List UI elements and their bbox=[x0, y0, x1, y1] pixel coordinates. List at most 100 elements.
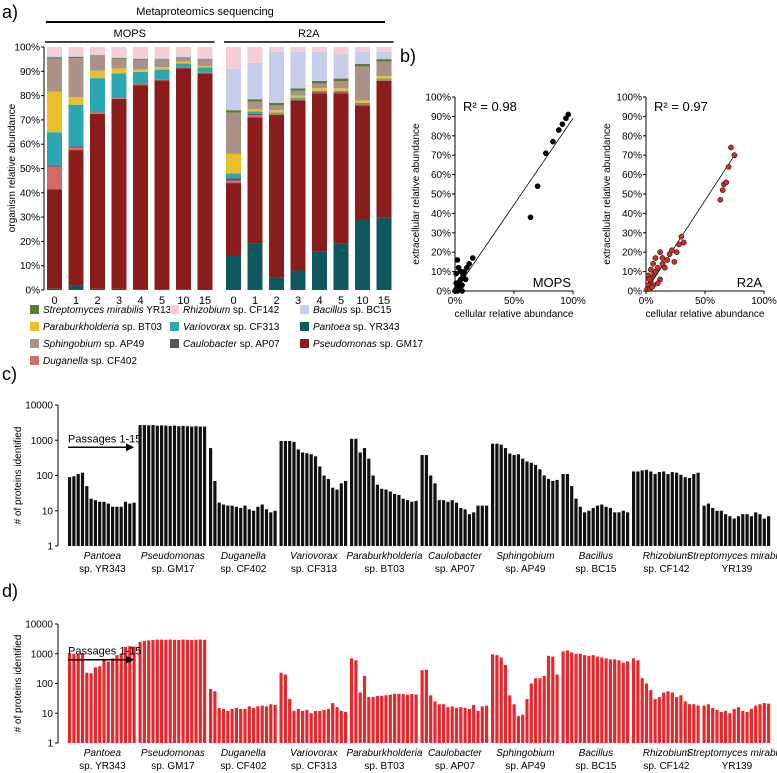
protein-count-bar bbox=[72, 653, 76, 743]
y-tick-label: 80% bbox=[431, 131, 451, 142]
protein-count-bar bbox=[168, 639, 172, 743]
stack-segment-streptomyces bbox=[226, 110, 241, 113]
stack-segment-paraburkholderia bbox=[133, 69, 148, 72]
protein-count-bar bbox=[142, 425, 146, 546]
group-genus-label: Variovorax bbox=[290, 748, 338, 759]
stack-segment-pseudomonas bbox=[312, 93, 327, 252]
protein-count-bar bbox=[644, 683, 649, 743]
data-point bbox=[534, 183, 541, 190]
protein-count-bar bbox=[433, 701, 437, 743]
protein-count-bar bbox=[446, 707, 450, 743]
protein-count-bar bbox=[283, 674, 287, 743]
protein-count-bar bbox=[679, 474, 683, 546]
protein-count-bar bbox=[758, 514, 762, 546]
x-tick-label: 2 bbox=[94, 295, 100, 307]
stack-segment-rhizobium bbox=[312, 47, 327, 52]
stack-segment-pantoea bbox=[333, 243, 349, 290]
protein-count-bar bbox=[706, 704, 710, 743]
stack-segment-sphingobium bbox=[68, 58, 84, 98]
protein-count-bar bbox=[696, 472, 700, 546]
regression-line bbox=[645, 154, 735, 292]
protein-count-bar bbox=[591, 507, 595, 546]
protein-count-bar bbox=[736, 516, 741, 546]
protein-count-bar bbox=[741, 514, 745, 546]
protein-count-bar bbox=[608, 507, 612, 546]
stack-segment-rhizobium bbox=[376, 47, 392, 52]
stack-segment-variovorax bbox=[269, 112, 284, 114]
stack-segment-streptomyces bbox=[269, 102, 284, 106]
stack-segment-duganella bbox=[47, 166, 62, 190]
protein-count-bar bbox=[264, 509, 269, 546]
protein-count-bar bbox=[587, 655, 591, 743]
legend-strain: sp. YR343 bbox=[350, 322, 400, 333]
stack-segment-duganella bbox=[355, 104, 370, 106]
protein-count-bar bbox=[380, 696, 384, 743]
group-strain-label: sp. BT03 bbox=[364, 761, 404, 772]
protein-count-bar bbox=[454, 502, 459, 546]
group-label: R2A bbox=[298, 28, 320, 40]
protein-count-bar bbox=[459, 707, 463, 743]
stack-segment-caulobacter bbox=[47, 165, 62, 167]
stack-segment-pseudomonas bbox=[376, 81, 392, 218]
data-point bbox=[719, 187, 726, 193]
group-genus-label: Caulobacter bbox=[428, 748, 483, 759]
protein-count-bar bbox=[151, 425, 155, 546]
stack-segment-rhizobium bbox=[226, 47, 241, 69]
protein-count-bar bbox=[749, 708, 753, 743]
protein-count-bar bbox=[702, 705, 706, 743]
x-tick-label: 50% bbox=[504, 296, 524, 307]
protein-count-bar bbox=[354, 438, 358, 546]
stack-segment-duganella bbox=[247, 115, 263, 118]
data-point bbox=[671, 259, 678, 265]
group-genus-label: Bacillus bbox=[579, 748, 613, 759]
protein-count-bar bbox=[106, 661, 110, 743]
protein-count-bar bbox=[190, 639, 194, 743]
protein-count-bar bbox=[239, 507, 243, 546]
stack-segment-bacillus bbox=[290, 51, 306, 89]
protein-count-bar bbox=[279, 441, 283, 546]
stack-segment-pseudomonas bbox=[154, 80, 170, 290]
arrow-head-icon bbox=[126, 655, 134, 664]
stack-segment-streptomyces bbox=[68, 56, 84, 59]
protein-count-bar bbox=[247, 509, 251, 546]
protein-count-bar bbox=[384, 489, 388, 546]
y-tick-label: 60% bbox=[622, 170, 642, 181]
stack-segment-duganella bbox=[376, 80, 392, 82]
stack-segment-bacillus bbox=[176, 56, 191, 58]
y-tick-label: 100% bbox=[616, 93, 642, 104]
protein-count-bar bbox=[565, 474, 569, 546]
y-tick-label: 60% bbox=[20, 140, 40, 151]
legend-swatch-bacillus bbox=[300, 305, 309, 314]
y-axis-label: extracellular relative abundance bbox=[411, 123, 422, 265]
stack-segment-pantoea bbox=[226, 255, 241, 290]
stack-segment-bacillus bbox=[226, 68, 241, 111]
data-point bbox=[652, 255, 659, 261]
stack-segment-pseudomonas bbox=[176, 68, 191, 290]
protein-count-bar bbox=[301, 710, 305, 743]
stack-segment-paraburkholderia bbox=[176, 61, 191, 64]
protein-count-bar bbox=[653, 699, 657, 743]
data-point bbox=[555, 127, 562, 133]
protein-count-bar bbox=[574, 653, 578, 743]
stack-segment-paraburkholderia bbox=[333, 88, 349, 91]
protein-count-bar bbox=[657, 472, 661, 546]
stack-segment-sphingobium bbox=[154, 59, 170, 68]
protein-count-bar bbox=[93, 667, 97, 743]
stack-segment-duganella bbox=[90, 112, 105, 114]
stack-segment-rhizobium bbox=[197, 47, 213, 58]
data-point bbox=[678, 233, 685, 240]
group-genus-label: Sphingobium bbox=[496, 748, 554, 759]
stack-segment-streptomyces bbox=[154, 59, 170, 60]
protein-count-bar bbox=[578, 653, 582, 743]
protein-count-bar bbox=[344, 480, 348, 546]
stack-segment-pseudomonas bbox=[90, 113, 105, 289]
protein-count-bar bbox=[269, 512, 273, 546]
protein-count-bar bbox=[68, 653, 72, 743]
stack-segment-pantoea bbox=[90, 288, 105, 290]
protein-count-bar bbox=[613, 512, 617, 546]
protein-count-bar bbox=[687, 477, 692, 546]
stack-segment-streptomyces bbox=[247, 99, 263, 102]
group-genus-label: Pantoea bbox=[84, 551, 122, 562]
data-point bbox=[462, 276, 469, 283]
